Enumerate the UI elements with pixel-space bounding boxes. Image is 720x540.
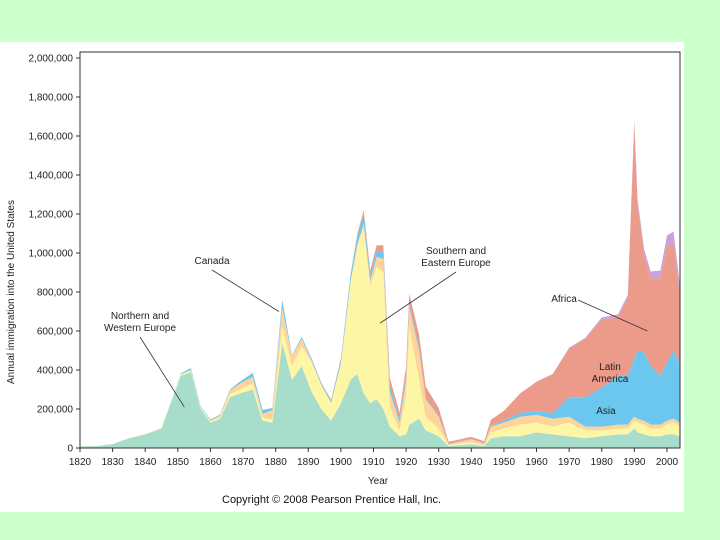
x-tick-label: 1820	[69, 457, 92, 468]
x-tick-label: 1880	[265, 457, 288, 468]
y-tick-label: 800,000	[37, 288, 74, 299]
x-tick-label: 1980	[591, 457, 614, 468]
y-tick-label: 1,200,000	[29, 210, 74, 221]
x-tick-label: 1890	[297, 457, 320, 468]
area-southern-and-eastern-europe	[80, 227, 680, 447]
x-tick-label: 1970	[558, 457, 581, 468]
area-asia	[80, 214, 680, 447]
x-tick-label: 1900	[330, 457, 353, 468]
x-tick-label: 1830	[101, 457, 124, 468]
x-tick-label: 1950	[493, 457, 516, 468]
x-tick-label: 1870	[232, 457, 255, 468]
x-tick-label: 1910	[362, 457, 385, 468]
area-layers	[80, 120, 680, 448]
x-axis-label: Year	[368, 476, 389, 487]
y-axis-label: Annual immigration into the United State…	[6, 200, 17, 384]
x-tick-label: 1940	[460, 457, 483, 468]
x-tick-label: 2000	[656, 457, 679, 468]
annotation-label: Southern and Eastern Europe	[421, 246, 491, 269]
x-tick-label: 1990	[623, 457, 646, 468]
y-tick-label: 400,000	[37, 366, 74, 377]
x-tick-label: 1850	[167, 457, 190, 468]
annotation-leader-line	[139, 336, 185, 408]
plot-frame	[79, 51, 681, 449]
y-tick-label: 1,800,000	[29, 93, 74, 104]
annotation-leader-line	[379, 271, 457, 324]
x-tick-label: 1960	[525, 457, 548, 468]
immigration-chart: 0 200,000 400,000 600,000 800,000 1,000,000 1,…	[6, 51, 681, 487]
annotation-label: Northern and Western Europe	[104, 311, 177, 334]
y-tick-label: 0	[67, 444, 73, 455]
y-tick-label: 1,600,000	[29, 132, 74, 143]
annotation-leader-line	[577, 299, 648, 332]
chart-panel: 0 200,000 400,000 600,000 800,000 1,000,000 1,…	[0, 42, 684, 512]
y-tick-label: 2,000,000	[29, 54, 74, 65]
x-tick-label: 1920	[395, 457, 418, 468]
axes: 0 200,000 400,000 600,000 800,000 1,000,000 1,…	[29, 51, 681, 468]
area-northern-and-western-europe	[80, 342, 680, 448]
annotation-leader-line	[211, 269, 280, 312]
annotation-label: Asia	[596, 406, 616, 417]
y-tick-label: 600,000	[37, 327, 74, 338]
x-tick-label: 1840	[134, 457, 157, 468]
area-canada	[80, 223, 680, 447]
x-tick-label: 1930	[428, 457, 451, 468]
y-tick-label: 1,400,000	[29, 171, 74, 182]
y-tick-label: 1,000,000	[29, 249, 74, 260]
annotation-label: Africa	[551, 294, 577, 305]
annotation-label: Latin America	[592, 362, 629, 385]
x-tick-label: 1860	[199, 457, 222, 468]
copyright-notice: Copyright © 2008 Pearson Prentice Hall, …	[222, 494, 442, 506]
annotations: Canada Southern and Eastern Europe Africa No…	[104, 246, 648, 417]
annotation-label: Canada	[194, 256, 229, 267]
y-tick-label: 200,000	[37, 405, 74, 416]
